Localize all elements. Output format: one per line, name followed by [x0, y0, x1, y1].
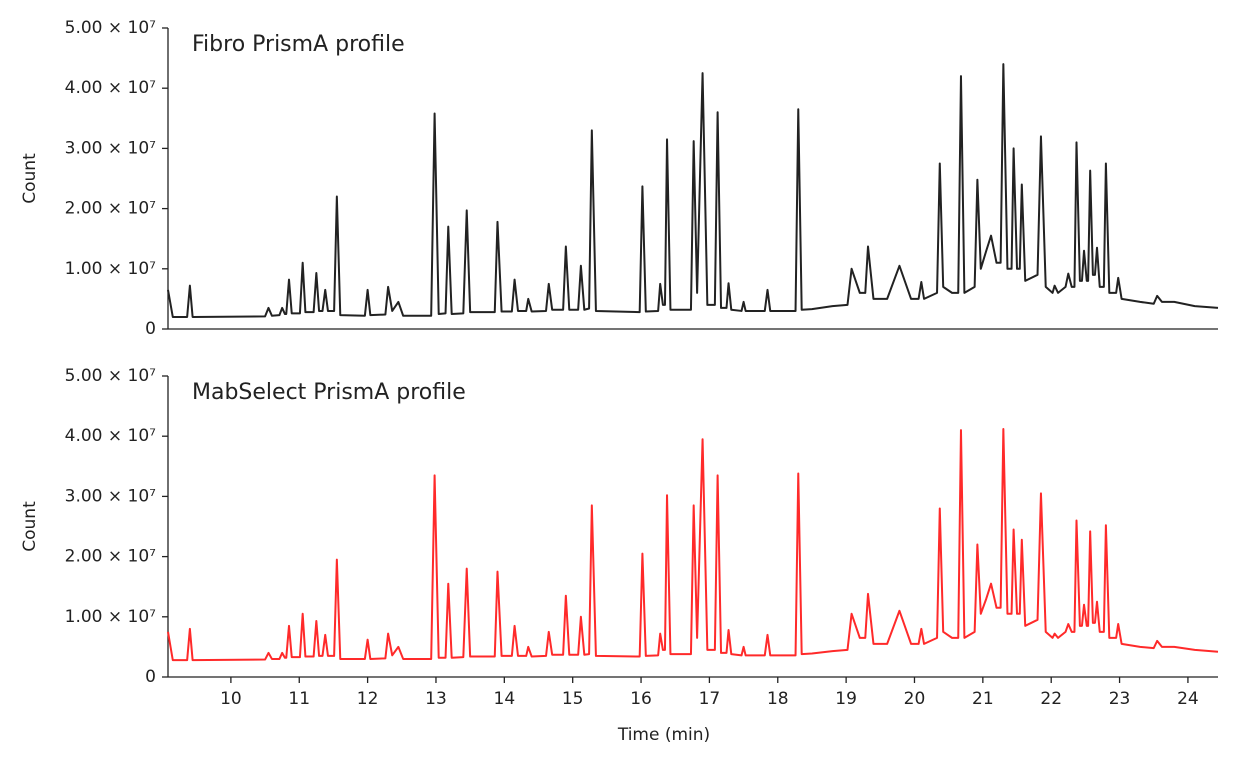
x-tick-label: 20: [904, 689, 926, 709]
x-tick-label: 18: [767, 689, 789, 709]
chromatogram-line: [167, 427, 1219, 662]
y-axis-label: Count: [20, 153, 40, 204]
x-tick-label: 21: [972, 689, 994, 709]
y-tick-label: 1.00 × 10⁷: [65, 607, 157, 627]
y-tick-label: 2.00 × 10⁷: [65, 547, 157, 567]
y-tick-label: 0: [145, 667, 156, 687]
x-tick-label: 19: [835, 689, 857, 709]
panel-annotation: MabSelect PrismA profile: [192, 380, 466, 405]
y-tick-label: 1.00 × 10⁷: [65, 259, 157, 279]
x-tick-label: 22: [1040, 689, 1062, 709]
x-tick-label: 24: [1177, 689, 1199, 709]
y-tick-label: 2.00 × 10⁷: [65, 199, 157, 219]
x-tick-label: 15: [562, 689, 584, 709]
x-tick-label: 17: [699, 689, 721, 709]
y-tick-label: 5.00 × 10⁷: [65, 366, 157, 386]
x-tick-label: 10: [220, 689, 242, 709]
y-tick-label: 3.00 × 10⁷: [65, 138, 157, 158]
x-axis-label: Time (min): [617, 725, 710, 745]
x-tick-label: 11: [288, 689, 310, 709]
x-tick-label: 23: [1109, 689, 1131, 709]
chromatogram-line: [167, 63, 1219, 318]
y-tick-label: 4.00 × 10⁷: [65, 426, 157, 446]
y-tick-label: 0: [145, 319, 156, 339]
panel-annotation: Fibro PrismA profile: [192, 32, 405, 57]
y-axis-label: Count: [20, 501, 40, 552]
x-tick-label: 16: [630, 689, 652, 709]
x-tick-label: 12: [357, 689, 379, 709]
y-tick-label: 5.00 × 10⁷: [65, 18, 157, 38]
x-tick-label: 14: [494, 689, 516, 709]
x-tick-label: 13: [425, 689, 447, 709]
y-tick-label: 4.00 × 10⁷: [65, 78, 157, 98]
y-tick-label: 3.00 × 10⁷: [65, 486, 157, 506]
